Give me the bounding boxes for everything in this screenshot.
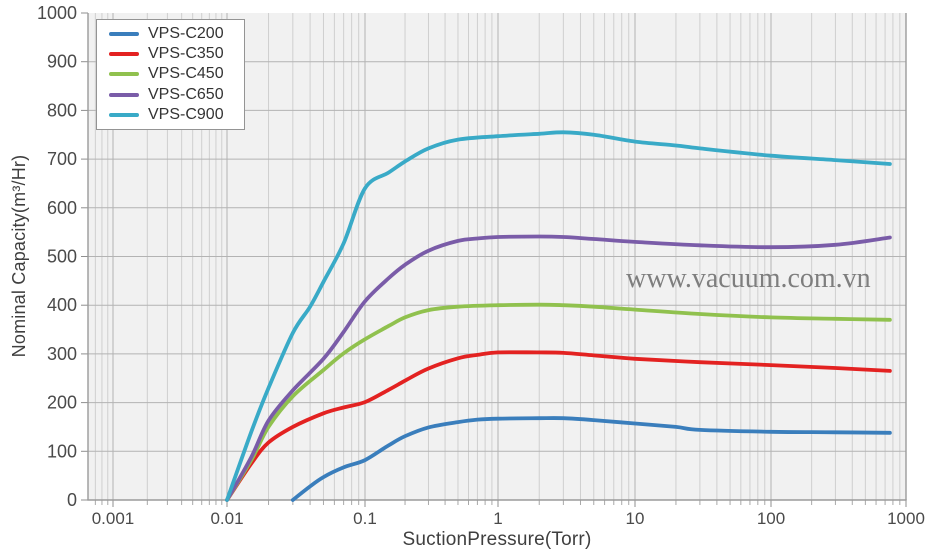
legend-label: VPS-C900	[148, 105, 224, 123]
x-tick-label: 0.1	[353, 509, 377, 528]
legend-label: VPS-C650	[148, 85, 224, 103]
y-tick-label: 0	[67, 490, 77, 510]
legend-item-vps-c650: VPS-C650	[109, 86, 240, 104]
y-tick-label: 600	[47, 198, 77, 218]
legend-line-swatch-vps-c200	[109, 32, 139, 37]
series-line-vps-c350	[225, 350, 892, 502]
series-line-vps-c900	[225, 130, 892, 502]
y-tick-label: 1000	[37, 3, 77, 23]
legend-item-vps-c450: VPS-C450	[109, 65, 240, 83]
x-tick-label: 1	[493, 509, 502, 528]
y-tick-label: 900	[47, 52, 77, 72]
y-tick-label: 400	[47, 295, 77, 315]
legend-label: VPS-C350	[148, 45, 224, 63]
legend-item-vps-c900: VPS-C900	[109, 106, 240, 124]
legend-label: VPS-C450	[148, 65, 224, 83]
series-line-vps-c650	[225, 234, 892, 502]
legend-line-swatch-vps-c650	[109, 92, 139, 97]
y-tick-label: 800	[47, 100, 77, 120]
series-line-vps-c200	[290, 416, 892, 502]
y-tick-label: 200	[47, 393, 77, 413]
legend-line-swatch-vps-c350	[109, 52, 139, 57]
y-tick-label: 100	[47, 441, 77, 461]
legend-line-swatch-vps-c900	[109, 112, 139, 117]
legend-label: VPS-C200	[148, 25, 224, 43]
y-tick-label: 500	[47, 247, 77, 267]
x-tick-label: 1000	[887, 509, 925, 528]
watermark-text: www.vacuum.com.vn	[626, 263, 871, 294]
legend-item-vps-c350: VPS-C350	[109, 45, 240, 63]
x-tick-label: 0.01	[210, 509, 243, 528]
y-tick-label: 300	[47, 344, 77, 364]
y-tick-label: 700	[47, 149, 77, 169]
x-axis-title: SuctionPressure(Torr)	[402, 529, 592, 550]
x-tick-label: 0.001	[92, 509, 135, 528]
x-tick-label: 10	[626, 509, 645, 528]
legend-item-vps-c200: VPS-C200	[109, 25, 240, 43]
series-line-vps-c450	[225, 302, 892, 502]
y-axis-title: Nominal Capacity(m³/Hr)	[9, 154, 29, 358]
chart-legend: VPS-C200 VPS-C350 VPS-C450 VPS-C650 VPS-…	[96, 19, 245, 130]
x-tick-label: 100	[757, 509, 785, 528]
legend-line-swatch-vps-c450	[109, 72, 139, 77]
